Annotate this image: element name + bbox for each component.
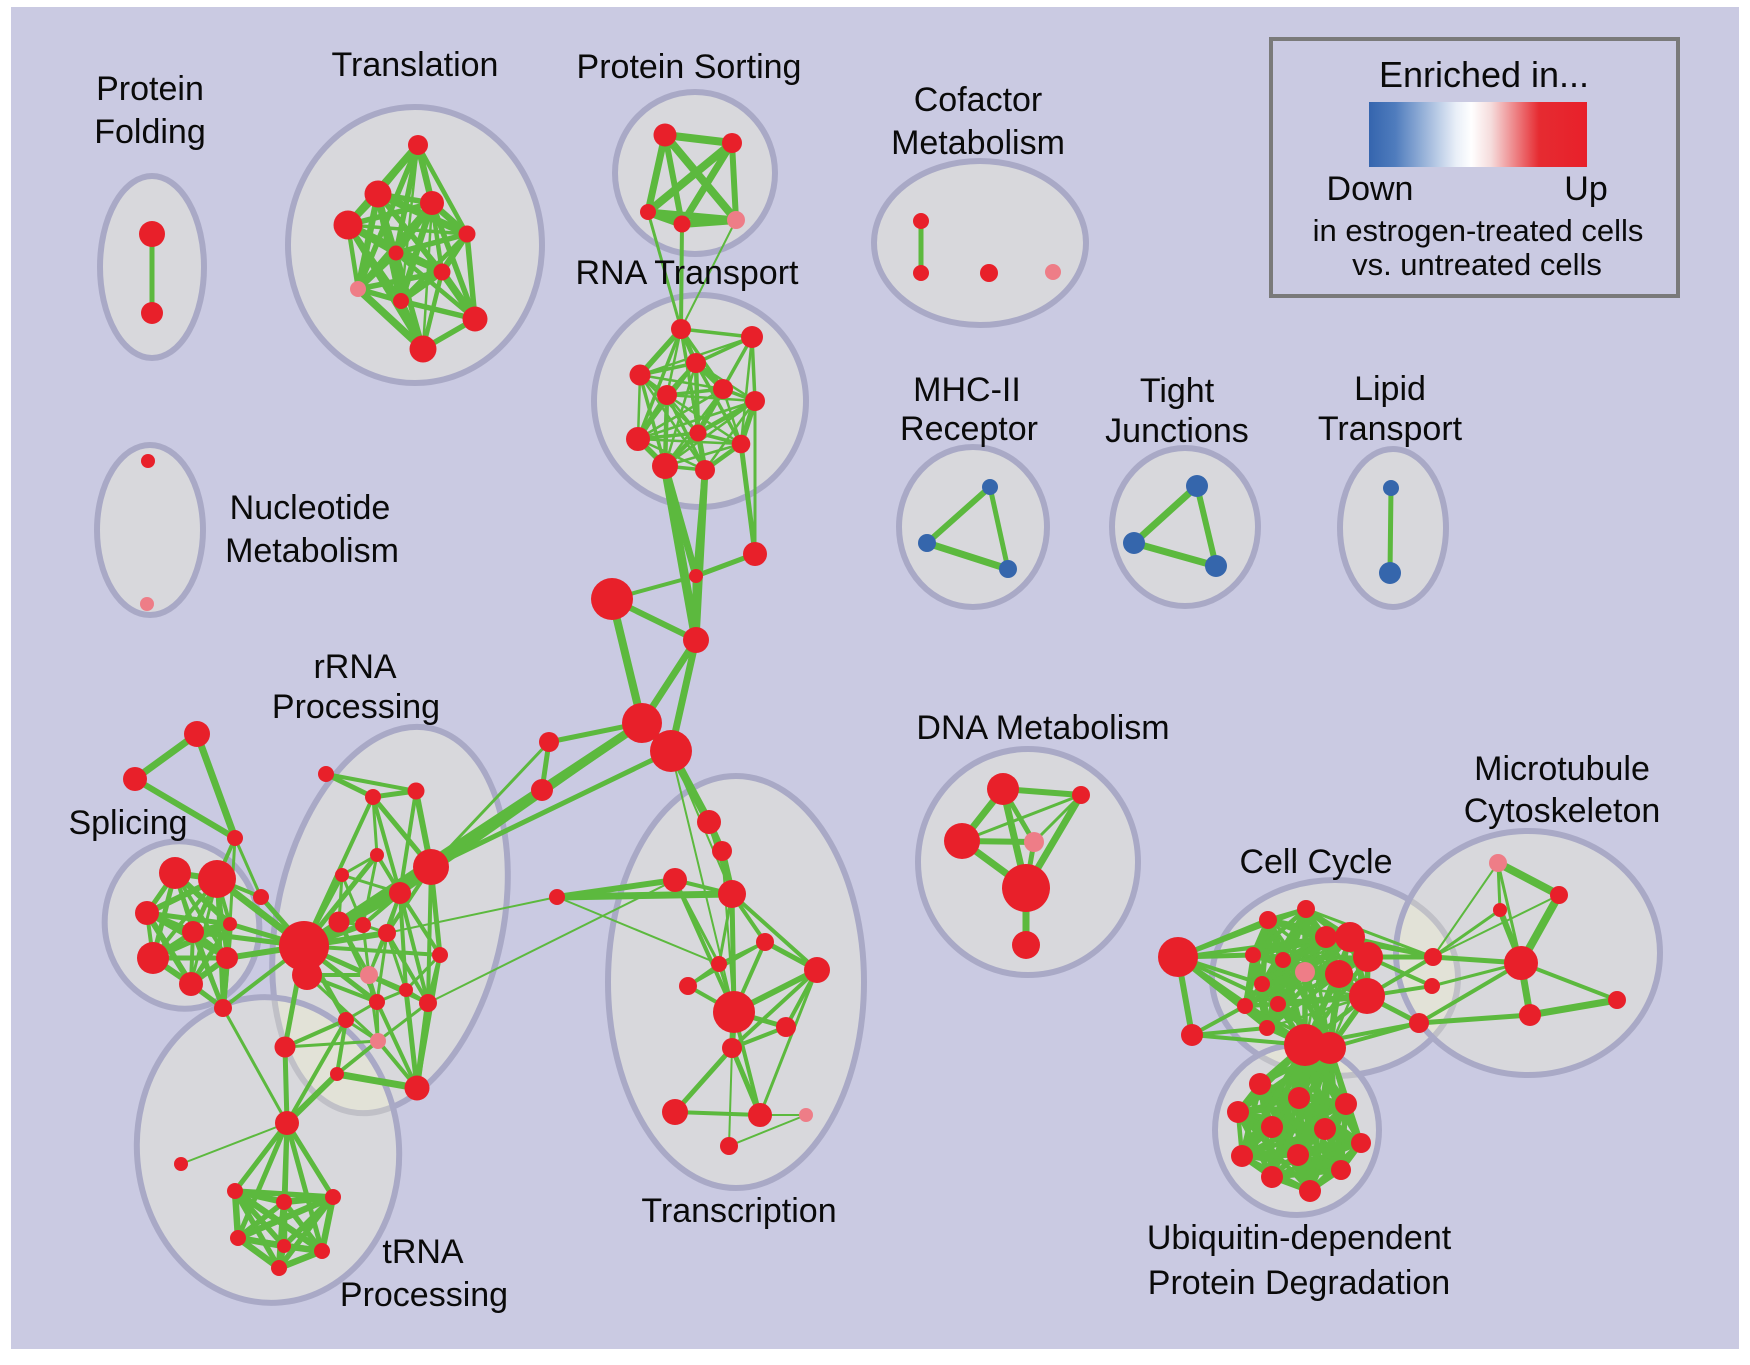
svg-text:vs. untreated cells: vs. untreated cells [1352, 247, 1602, 282]
svg-text:Processing: Processing [272, 688, 440, 726]
svg-text:Transport: Transport [1318, 410, 1463, 448]
svg-text:Cytoskeleton: Cytoskeleton [1464, 792, 1661, 830]
svg-text:Junctions: Junctions [1105, 412, 1249, 450]
svg-text:Protein Sorting: Protein Sorting [577, 48, 802, 86]
svg-text:DNA Metabolism: DNA Metabolism [916, 709, 1169, 747]
svg-text:Tight: Tight [1140, 372, 1215, 410]
svg-text:Cofactor: Cofactor [914, 81, 1043, 119]
svg-text:Up: Up [1564, 170, 1607, 208]
svg-text:Nucleotide: Nucleotide [230, 489, 391, 527]
svg-text:Transcription: Transcription [641, 1192, 836, 1230]
svg-text:Protein Degradation: Protein Degradation [1148, 1264, 1450, 1302]
svg-text:Metabolism: Metabolism [225, 532, 399, 570]
svg-text:rRNA: rRNA [313, 648, 396, 686]
svg-text:Cell Cycle: Cell Cycle [1239, 843, 1392, 881]
svg-text:Protein: Protein [96, 70, 204, 108]
svg-text:Ubiquitin-dependent: Ubiquitin-dependent [1147, 1219, 1452, 1257]
svg-text:Translation: Translation [332, 46, 499, 84]
svg-text:Processing: Processing [340, 1276, 508, 1314]
svg-text:Metabolism: Metabolism [891, 124, 1065, 162]
svg-text:Lipid: Lipid [1354, 370, 1426, 408]
svg-text:Receptor: Receptor [900, 410, 1038, 448]
svg-text:tRNA: tRNA [382, 1233, 464, 1271]
svg-text:Down: Down [1327, 170, 1414, 208]
svg-text:Splicing: Splicing [68, 804, 187, 842]
svg-text:Folding: Folding [94, 113, 206, 151]
svg-text:Enriched in...: Enriched in... [1379, 54, 1589, 95]
svg-text:RNA Transport: RNA Transport [576, 254, 800, 292]
svg-text:Microtubule: Microtubule [1474, 750, 1650, 788]
svg-text:in estrogen-treated cells: in estrogen-treated cells [1313, 213, 1644, 248]
svg-text:MHC-II: MHC-II [913, 371, 1021, 409]
